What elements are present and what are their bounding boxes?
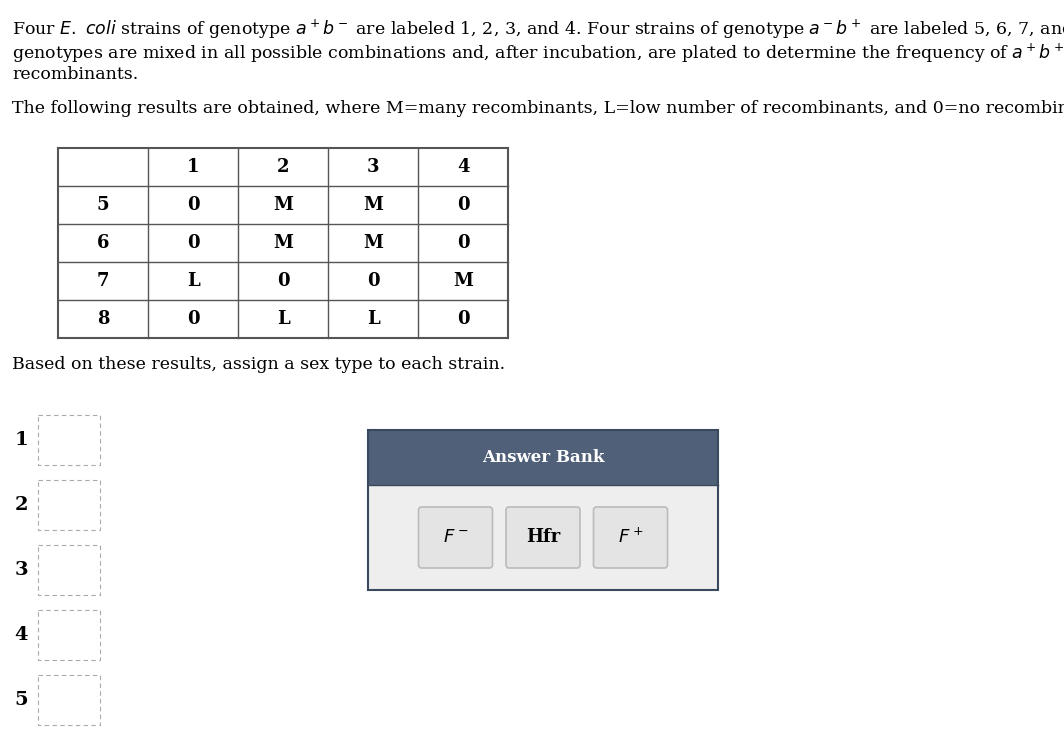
Text: 2: 2 — [15, 496, 28, 514]
Text: Answer Bank: Answer Bank — [482, 449, 604, 466]
Text: Based on these results, assign a sex type to each strain.: Based on these results, assign a sex typ… — [12, 356, 505, 373]
Text: M: M — [453, 272, 473, 290]
Text: 5: 5 — [97, 196, 110, 214]
Text: 7: 7 — [97, 272, 110, 290]
Text: 0: 0 — [277, 272, 289, 290]
Text: L: L — [186, 272, 199, 290]
Bar — [368, 485, 718, 590]
FancyBboxPatch shape — [38, 545, 100, 595]
Text: 0: 0 — [456, 310, 469, 328]
Text: 0: 0 — [367, 272, 379, 290]
Text: M: M — [273, 234, 293, 252]
Text: 1: 1 — [14, 431, 28, 449]
Text: 0: 0 — [186, 234, 199, 252]
Text: L: L — [367, 310, 380, 328]
Bar — [368, 430, 718, 590]
Text: L: L — [277, 310, 289, 328]
Text: 1: 1 — [187, 158, 199, 176]
Text: The following results are obtained, where M=many recombinants, L=low number of r: The following results are obtained, wher… — [12, 100, 1064, 117]
Text: $F^-$: $F^-$ — [443, 529, 468, 547]
Text: 2: 2 — [277, 158, 289, 176]
Text: genotypes are mixed in all possible combinations and, after incubation, are plat: genotypes are mixed in all possible comb… — [12, 42, 1064, 65]
FancyBboxPatch shape — [38, 415, 100, 465]
Text: 8: 8 — [97, 310, 110, 328]
Text: recombinants.: recombinants. — [12, 66, 138, 83]
Text: 0: 0 — [456, 234, 469, 252]
FancyBboxPatch shape — [38, 675, 100, 725]
Text: M: M — [273, 196, 293, 214]
Text: M: M — [363, 234, 383, 252]
Bar — [368, 430, 718, 485]
Text: 4: 4 — [15, 626, 28, 644]
Text: Hfr: Hfr — [526, 529, 560, 547]
Text: 5: 5 — [15, 691, 28, 709]
Text: M: M — [363, 196, 383, 214]
Text: 4: 4 — [456, 158, 469, 176]
Text: 0: 0 — [186, 310, 199, 328]
Text: Four $\mathit{E.\ coli}$ strains of genotype $a^+b^-$ are labeled 1, 2, 3, and 4: Four $\mathit{E.\ coli}$ strains of geno… — [12, 18, 1064, 42]
FancyBboxPatch shape — [38, 480, 100, 530]
FancyBboxPatch shape — [594, 507, 667, 568]
Text: 3: 3 — [15, 561, 28, 579]
FancyBboxPatch shape — [418, 507, 493, 568]
FancyBboxPatch shape — [38, 610, 100, 660]
Text: 6: 6 — [97, 234, 110, 252]
Text: 3: 3 — [367, 158, 379, 176]
Text: $F^+$: $F^+$ — [618, 528, 643, 548]
FancyBboxPatch shape — [506, 507, 580, 568]
Text: 0: 0 — [186, 196, 199, 214]
Text: 0: 0 — [456, 196, 469, 214]
